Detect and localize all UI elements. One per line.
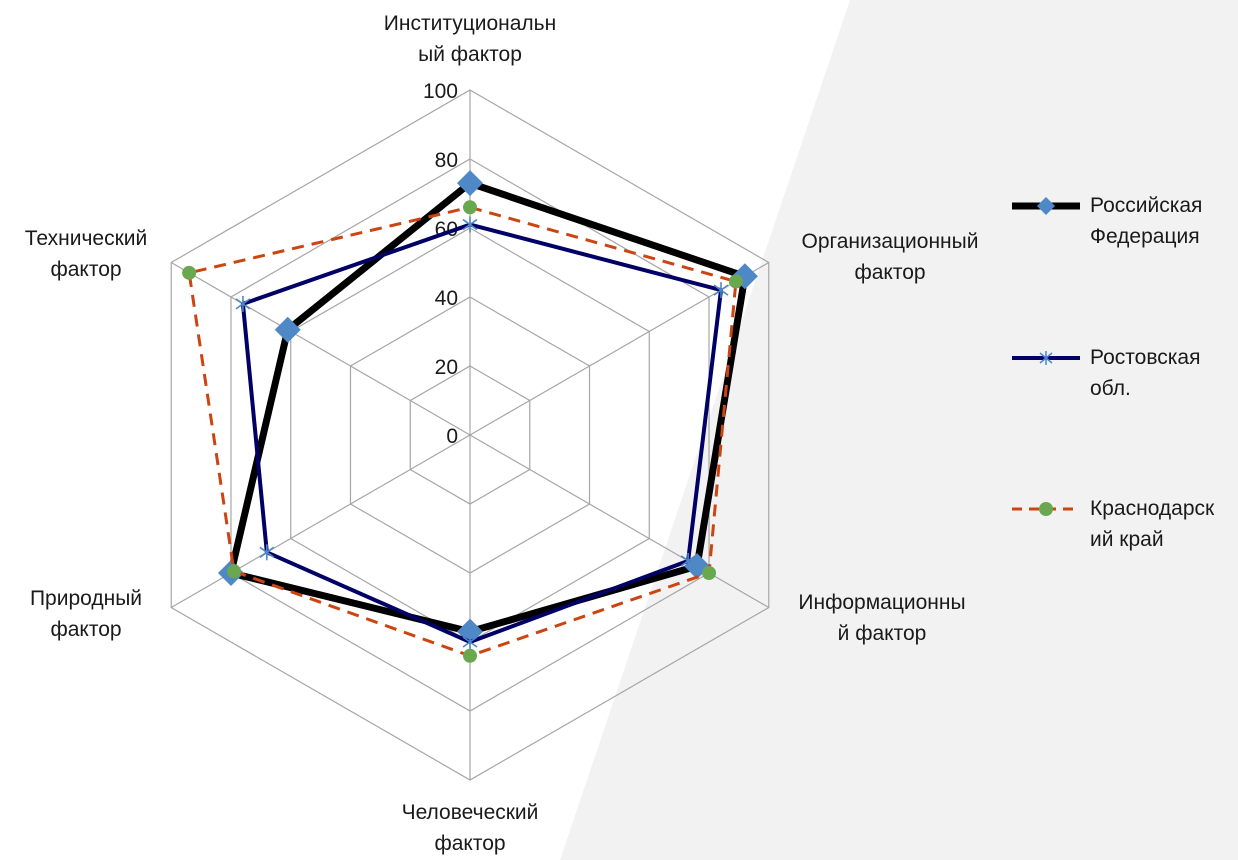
- series-2-point-1: [728, 274, 743, 289]
- series-0-point-0: [457, 170, 483, 197]
- series-1-point-5: [235, 295, 251, 312]
- tick-label-2: 40: [435, 287, 458, 310]
- axis-label-3-line1: Человеческий: [401, 801, 539, 824]
- grid-spoke-2: [469, 434, 770, 609]
- legend-label-2: Краснодарск ий край: [1090, 493, 1214, 555]
- legend-label-1: Ростовская обл.: [1090, 342, 1200, 404]
- tick-label-1: 20: [435, 356, 458, 379]
- legend-label-1-line2: обл.: [1090, 377, 1131, 400]
- axis-label-5-line2: фактор: [50, 258, 122, 281]
- grid-spoke-4: [170, 434, 471, 609]
- series-0: [217, 170, 758, 645]
- series-2: [182, 200, 743, 663]
- series-1-point-4: [259, 544, 275, 561]
- series-1-point-2: [680, 552, 696, 569]
- tick-label-5: 100: [423, 80, 458, 103]
- axis-label-3-line2: фактор: [434, 832, 506, 855]
- axis-label-1: Организационный фактор: [770, 226, 1010, 288]
- series-1-point-3: [462, 634, 478, 650]
- tick-label-4: 80: [435, 149, 458, 172]
- axis-label-0-line1: Институциональн: [383, 12, 557, 35]
- series-2-point-5: [182, 265, 197, 280]
- legend-label-2-line2: ий край: [1090, 528, 1164, 551]
- series-1: [235, 216, 729, 650]
- axis-label-2: Информационны й фактор: [762, 587, 1002, 649]
- axis-label-4: Природный фактор: [0, 583, 206, 645]
- series-2-point-2: [702, 566, 717, 580]
- series-1-point-1: [713, 282, 729, 299]
- legend-label-0: Российская Федерация: [1090, 190, 1202, 252]
- legend-label-0-line1: Российская: [1090, 194, 1203, 217]
- series-0-point-5: [274, 316, 301, 343]
- axis-label-5: Технический фактор: [0, 223, 206, 285]
- axis-label-1-line2: фактор: [854, 261, 926, 284]
- axis-label-0-line2: ый фактор: [418, 43, 522, 66]
- axis-label-0: Институциональн ый фактор: [350, 8, 590, 70]
- legend-marker-2: [1039, 502, 1053, 516]
- tick-label-0: 0: [446, 425, 458, 448]
- legend-label-0-line2: Федерация: [1090, 225, 1200, 248]
- grid-spoke-5: [170, 261, 471, 436]
- series-1-point-0: [462, 216, 478, 233]
- series-2-point-4: [226, 564, 241, 579]
- axis-label-4-line2: фактор: [50, 618, 122, 641]
- radar-series: [182, 170, 758, 663]
- axis-label-1-line1: Организационный: [801, 230, 979, 253]
- axis-label-3: Человеческий фактор: [350, 797, 590, 859]
- legend-marker-0: [1037, 197, 1055, 215]
- series-2-point-0: [463, 200, 477, 215]
- series-2-point-3: [463, 648, 477, 663]
- axis-label-2-line1: Информационны: [798, 591, 966, 614]
- axis-label-2-line2: й фактор: [837, 622, 927, 645]
- axis-label-5-line1: Технический: [24, 227, 148, 250]
- axis-label-4-line1: Природный: [29, 587, 143, 610]
- legend-label-1-line1: Ростовская: [1090, 346, 1201, 369]
- legend-label-2-line1: Краснодарск: [1090, 497, 1215, 520]
- series-line-0: [226, 179, 749, 636]
- legend-marker-1: [1039, 351, 1053, 365]
